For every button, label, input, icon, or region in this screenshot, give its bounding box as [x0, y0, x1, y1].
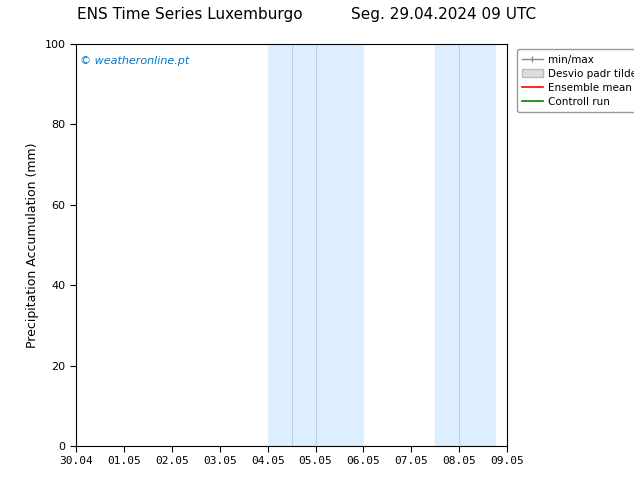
- Bar: [436, 44, 495, 446]
- Y-axis label: Precipitation Accumulation (mm): Precipitation Accumulation (mm): [26, 142, 39, 348]
- Text: Seg. 29.04.2024 09 UTC: Seg. 29.04.2024 09 UTC: [351, 7, 536, 23]
- Bar: [268, 44, 363, 446]
- Legend: min/max, Desvio padr tilde;o, Ensemble mean run, Controll run: min/max, Desvio padr tilde;o, Ensemble m…: [517, 49, 634, 112]
- Text: © weatheronline.pt: © weatheronline.pt: [81, 56, 190, 66]
- Text: ENS Time Series Luxemburgo: ENS Time Series Luxemburgo: [77, 7, 303, 23]
